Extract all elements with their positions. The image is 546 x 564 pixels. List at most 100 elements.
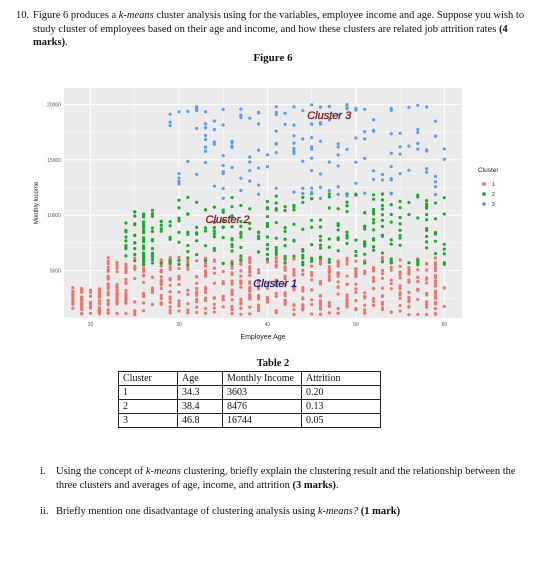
data-point-cluster-1 <box>80 311 84 316</box>
data-point-cluster-1 <box>177 282 181 287</box>
data-point-cluster-2 <box>398 199 402 203</box>
data-point-cluster-1 <box>168 300 172 304</box>
y-axis-label: Monthly Income <box>34 181 40 224</box>
data-point-cluster-2 <box>371 210 376 214</box>
data-point-cluster-1 <box>124 311 128 316</box>
data-point-cluster-1 <box>106 256 110 260</box>
data-point-cluster-3 <box>310 190 314 195</box>
legend-label: 2 <box>492 192 495 198</box>
data-point-cluster-1 <box>168 311 172 315</box>
data-point-cluster-2 <box>256 250 261 254</box>
data-point-cluster-1 <box>106 303 110 307</box>
data-point-cluster-1 <box>248 289 252 293</box>
data-point-cluster-2 <box>142 255 146 260</box>
data-point-cluster-2 <box>442 196 446 200</box>
data-point-cluster-2 <box>371 197 376 201</box>
data-point-cluster-2 <box>177 216 181 220</box>
data-point-cluster-3 <box>354 108 358 112</box>
data-point-cluster-3 <box>292 123 296 127</box>
data-point-cluster-3 <box>345 103 349 107</box>
data-point-cluster-2 <box>380 207 384 211</box>
data-point-cluster-2 <box>283 254 287 258</box>
data-point-cluster-2 <box>124 221 128 225</box>
data-point-cluster-3 <box>416 147 420 151</box>
x-tick-label: 20 <box>88 322 94 328</box>
data-point-cluster-1 <box>124 265 128 269</box>
data-point-cluster-2 <box>221 236 225 240</box>
table-cell: 46.8 <box>177 413 223 428</box>
data-point-cluster-3 <box>292 149 296 153</box>
data-point-cluster-3 <box>203 110 208 114</box>
table-cell: 34.3 <box>177 385 223 400</box>
data-point-cluster-1 <box>416 312 420 317</box>
data-point-cluster-1 <box>310 302 314 307</box>
data-point-cluster-1 <box>142 291 146 295</box>
data-point-cluster-2 <box>168 259 172 263</box>
data-point-cluster-1 <box>150 275 155 279</box>
data-point-cluster-1 <box>318 307 323 311</box>
data-point-cluster-1 <box>407 290 411 294</box>
data-point-cluster-1 <box>256 293 261 298</box>
data-point-cluster-2 <box>221 225 225 229</box>
data-point-cluster-1 <box>248 256 252 260</box>
data-point-cluster-3 <box>283 122 287 126</box>
data-point-cluster-1 <box>292 270 296 275</box>
y-tick-label: 20000 <box>47 103 61 109</box>
data-point-cluster-1 <box>398 293 402 297</box>
data-point-cluster-1 <box>88 311 93 315</box>
data-point-cluster-1 <box>212 306 216 310</box>
data-point-cluster-3 <box>310 186 314 190</box>
data-point-cluster-1 <box>416 279 420 284</box>
data-point-cluster-2 <box>230 225 234 229</box>
data-point-cluster-2 <box>292 208 296 212</box>
data-point-cluster-2 <box>230 261 234 266</box>
data-point-cluster-1 <box>301 308 305 312</box>
data-point-cluster-1 <box>168 305 172 309</box>
data-point-cluster-2 <box>150 229 155 234</box>
data-point-cluster-3 <box>336 192 340 196</box>
data-point-cluster-3 <box>177 179 181 184</box>
data-point-cluster-1 <box>71 306 75 310</box>
data-point-cluster-1 <box>230 308 234 312</box>
subquestion-text: Briefly mention one disadvantage of clus… <box>56 506 318 517</box>
data-point-cluster-1 <box>398 273 402 277</box>
kmeans-term: k-means <box>145 466 181 477</box>
data-point-cluster-1 <box>274 309 278 313</box>
data-point-cluster-3 <box>203 161 208 165</box>
data-point-cluster-3 <box>256 122 261 126</box>
data-point-cluster-1 <box>142 294 146 299</box>
data-point-cluster-3 <box>239 188 243 193</box>
data-point-cluster-3 <box>310 122 314 126</box>
data-point-cluster-2 <box>327 245 331 249</box>
data-point-cluster-1 <box>168 290 172 294</box>
data-point-cluster-1 <box>168 256 172 260</box>
data-point-cluster-2 <box>142 225 146 229</box>
data-point-cluster-1 <box>177 299 181 303</box>
data-point-cluster-2 <box>239 258 243 262</box>
data-point-cluster-1 <box>425 305 429 309</box>
data-point-cluster-2 <box>212 248 216 253</box>
data-point-cluster-1 <box>389 268 393 272</box>
data-point-cluster-3 <box>283 111 287 115</box>
data-point-cluster-2 <box>212 235 216 239</box>
data-point-cluster-1 <box>248 285 252 289</box>
data-point-cluster-3 <box>221 186 225 191</box>
data-point-cluster-2 <box>283 226 287 230</box>
data-point-cluster-1 <box>80 305 84 310</box>
data-point-cluster-1 <box>354 267 358 271</box>
data-point-cluster-1 <box>88 290 93 294</box>
data-point-cluster-1 <box>71 289 75 293</box>
data-point-cluster-2 <box>389 212 393 217</box>
data-point-cluster-1 <box>248 281 252 285</box>
data-point-cluster-1 <box>168 283 172 287</box>
data-point-cluster-1 <box>283 274 287 278</box>
data-point-cluster-3 <box>354 181 358 185</box>
data-point-cluster-3 <box>292 190 296 194</box>
data-point-cluster-1 <box>150 286 155 290</box>
data-point-cluster-1 <box>389 287 393 291</box>
data-point-cluster-1 <box>380 294 384 299</box>
data-point-cluster-2 <box>283 229 287 234</box>
data-point-cluster-2 <box>345 204 349 208</box>
data-point-cluster-1 <box>203 271 208 275</box>
data-point-cluster-1 <box>168 295 172 299</box>
